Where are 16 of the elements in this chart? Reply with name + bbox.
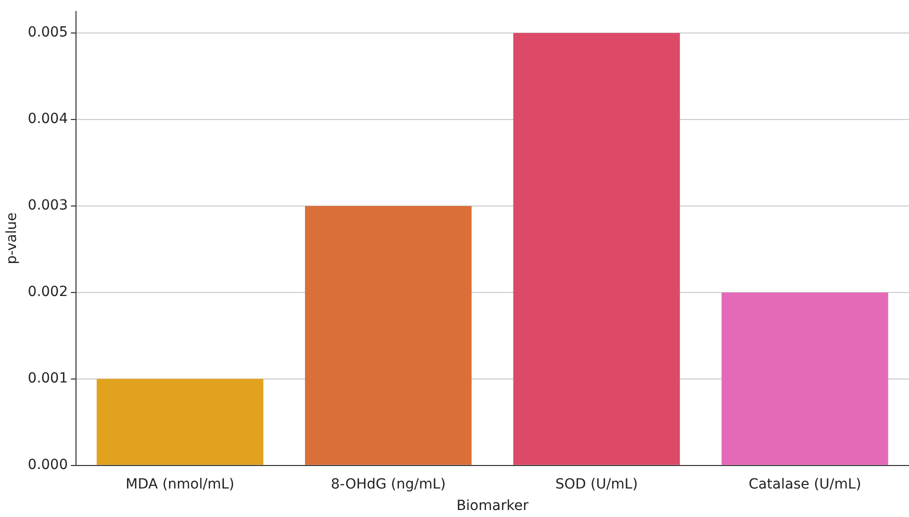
bar (722, 292, 888, 465)
y-tick-label: 0.001 (28, 370, 68, 387)
x-tick-label: Catalase (U/mL) (748, 476, 862, 492)
bar (96, 378, 264, 465)
x-tick-label: 8-OHdG (ng/mL) (330, 476, 446, 492)
y-tick-label: 0.003 (28, 198, 68, 214)
y-axis-title: p-value (4, 212, 20, 264)
y-tick-label: 0.002 (28, 284, 68, 300)
bar (513, 33, 680, 465)
y-tick-label: 0.000 (28, 457, 68, 474)
y-tick-label: 0.005 (28, 24, 68, 41)
x-tick-label: MDA (nmol/mL) (126, 476, 234, 492)
bar (304, 206, 472, 465)
x-axis-title: Biomarker (456, 498, 529, 514)
y-tick-label: 0.004 (28, 111, 68, 128)
x-tick-label: SOD (U/mL) (555, 476, 638, 492)
